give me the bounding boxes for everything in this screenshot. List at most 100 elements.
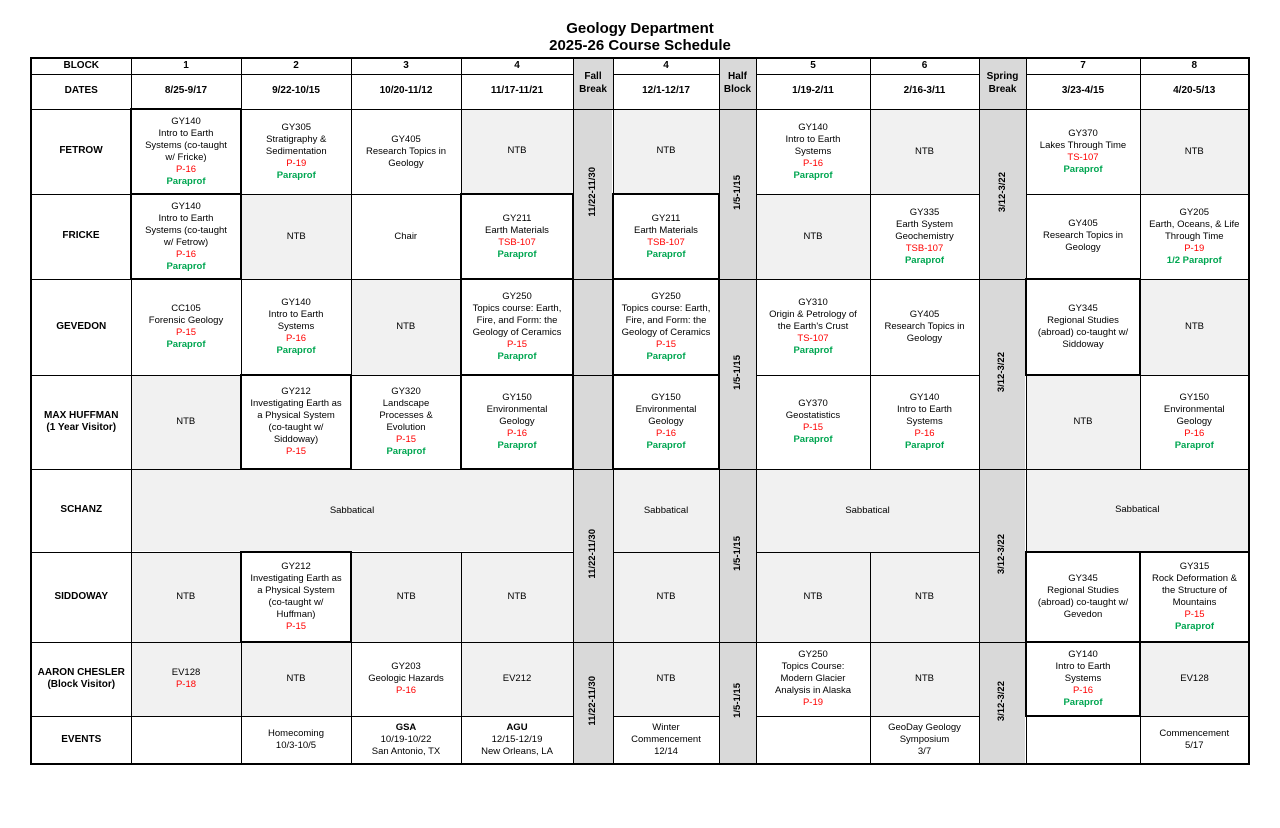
block-number-cell: 8 [1139, 57, 1250, 75]
schedule-cell: EV128 [1139, 641, 1250, 717]
fall-break-cell [572, 374, 614, 470]
block-number-cell: 6 [869, 57, 980, 75]
fall-break-cell: 11/22-11/30 [572, 468, 614, 643]
spring-break-cell: 3/12-3/22 [978, 641, 1027, 765]
half-block-cell: 1/5-1/15 [718, 278, 757, 470]
faculty-label: EVENTS [30, 715, 132, 765]
schedule-cell: GY305 Stratigraphy & Sedimentation P-19 Para… [240, 108, 352, 195]
break-date-label: 11/22-11/30 [587, 676, 599, 726]
faculty-label: MAX HUFFMAN (1 Year Visitor) [30, 374, 132, 470]
half-block-cell: 1/5-1/15 [718, 468, 757, 643]
schedule-cell [1025, 715, 1141, 765]
faculty-label: FRICKE [30, 193, 132, 280]
block-number-cell: 3 [350, 57, 462, 75]
schedule-cell: Sabbatical [130, 468, 574, 553]
schedule-cell: NTB [1025, 374, 1141, 470]
date-range-cell: 4/20-5/13 [1139, 73, 1250, 110]
schedule-table: BLOCK 1 2 3 4 Fall Break 4 Half Block 5 6 Spring Brea… [30, 57, 1250, 766]
schedule-cell: Winter Commencement 12/14 [612, 715, 720, 765]
schedule-cell: NTB [130, 551, 242, 643]
schedule-cell: NTB [350, 551, 462, 643]
schedule-cell: NTB [240, 641, 352, 717]
schedule-cell: NTB [612, 108, 720, 195]
date-range-cell: 12/1-12/17 [612, 73, 720, 110]
break-date-label: 11/22-11/30 [587, 528, 599, 579]
schedule-cell: NTB [612, 551, 720, 643]
faculty-label: AARON CHESLER (Block Visitor) [30, 641, 132, 717]
schedule-cell: NTB [460, 551, 574, 643]
date-range-cell: 8/25-9/17 [130, 73, 242, 110]
table-row: AARON CHESLER (Block Visitor) EV128 P-18 NTB… [30, 641, 1250, 765]
break-date-label: 1/5-1/15 [731, 354, 743, 390]
schedule-cell: NTB [1139, 278, 1250, 376]
break-date-label: 3/12-3/22 [996, 533, 1008, 574]
schedule-cell: Sabbatical [1025, 468, 1250, 553]
block-row-label: BLOCK [30, 57, 132, 75]
break-date-label: 1/5-1/15 [731, 174, 743, 210]
schedule-cell: GSA 10/19-10/22 San Antonio, TX [350, 715, 462, 765]
header-row: BLOCK 1 2 3 4 Fall Break 4 Half Block 5 6 Spring Brea… [30, 57, 1250, 110]
faculty-label: GEVEDON [30, 278, 132, 376]
schedule-cell: GY370 Geostatistics P-15 Paraprof [755, 374, 871, 470]
date-range-cell: 2/16-3/11 [869, 73, 980, 110]
spring-break-cell: 3/12-3/22 [978, 278, 1027, 470]
schedule-cell: GY250 Topics course: Earth, Fire, and Form… [612, 278, 720, 377]
schedule-cell: NTB [1139, 108, 1250, 195]
break-date-label: 3/12-3/22 [996, 172, 1008, 213]
table-row: FETROW GY140 Intro to Earth Systems (co-tau… [30, 108, 1250, 280]
table-row: MAX HUFFMAN (1 Year Visitor) NTB GY212 Inves… [30, 374, 1250, 471]
schedule-cell: GY335 Earth System Geochemistry TSB-107 Para… [869, 193, 980, 280]
schedule-cell: GY405 Research Topics in Geology [869, 278, 980, 376]
table-row: FRICKE GY140 Intro to Earth Systems (co-tau… [30, 193, 1250, 281]
fall-break-cell: 11/22-11/30 [572, 641, 614, 765]
schedule-cell: GY405 Research Topics in Geology [350, 108, 462, 195]
block-number-cell: 4 [612, 57, 720, 75]
schedule-cell: GY150 Environmental Geology P-16 Paraprof [1139, 374, 1250, 470]
schedule-cell: GY150 Environmental Geology P-16 Paraprof [460, 374, 574, 471]
fall-break-header: Fall Break [572, 57, 614, 110]
schedule-cell: GY250 Topics course: Earth, Fire, and Form… [460, 278, 574, 377]
fall-break-cell: 11/22-11/30 [572, 108, 614, 280]
table-row: GEVEDON CC105 Forensic Geology P-15 Paraprof… [30, 278, 1250, 470]
schedule-cell: Homecoming 10/3-10/5 [240, 715, 352, 765]
fall-break-cell [572, 278, 614, 376]
schedule-cell: CC105 Forensic Geology P-15 Paraprof [130, 278, 242, 376]
schedule-cell: GY345 Regional Studies (abroad) co-taught … [1025, 278, 1141, 377]
break-date-label: 1/5-1/15 [731, 683, 743, 719]
table-row: SCHANZ Sabbatical 11/22-11/30 Sabbatical 1/5… [30, 468, 1250, 643]
title-line-2: 2025-26 Course Schedule [549, 37, 731, 55]
date-range-cell: 9/22-10/15 [240, 73, 352, 110]
schedule-cell: NTB [869, 641, 980, 717]
schedule-cell [130, 715, 242, 765]
half-block-header: Half Block [718, 57, 757, 110]
date-range-cell: 11/17-11/21 [460, 73, 574, 110]
half-block-cell: 1/5-1/15 [718, 641, 757, 765]
table-row: EVENTS Homecoming 10/3-10/5 GSA 10/19-10/22 S… [30, 715, 1250, 765]
block-number-cell: 1 [130, 57, 242, 75]
schedule-cell: GY212 Investigating Earth as a Physical Sy… [240, 374, 352, 471]
header-row: DATES 8/25-9/17 9/22-10/15 10/20-11/12 11/17… [30, 73, 1250, 110]
schedule-cell: NTB [130, 374, 242, 470]
break-date-label: 3/12-3/22 [996, 352, 1008, 393]
block-number-cell: 2 [240, 57, 352, 75]
schedule-cell: GY140 Intro to Earth Systems P-16 Paraprof [755, 108, 871, 195]
schedule-cell: GY310 Origin & Petrology of the Earth's Cr… [755, 278, 871, 376]
spring-break-header: Spring Break [978, 57, 1027, 110]
schedule-cell: NTB [755, 193, 871, 280]
schedule-cell: GY203 Geologic Hazards P-16 [350, 641, 462, 717]
schedule-cell: GY320 Landscape Processes & Evolution P-15 Pa… [350, 374, 462, 470]
date-range-cell: 1/19-2/11 [755, 73, 871, 110]
schedule-cell: GY140 Intro to Earth Systems P-16 Paraprof [869, 374, 980, 470]
schedule-cell: GY211 Earth Materials TSB-107 Paraprof [460, 193, 574, 281]
spring-break-cell: 3/12-3/22 [978, 468, 1027, 643]
schedule-cell: GY250 Topics Course: Modern Glacier Analysi… [755, 641, 871, 717]
schedule-cell: NTB [350, 278, 462, 376]
faculty-label: FETROW [30, 108, 132, 195]
schedule-cell: Sabbatical [755, 468, 980, 553]
schedule-cell: GY205 Earth, Oceans, & Life Through Time P-… [1139, 193, 1250, 280]
schedule-cell: GY405 Research Topics in Geology [1025, 193, 1141, 280]
schedule-cell: NTB [869, 108, 980, 195]
schedule-cell: NTB [612, 641, 720, 717]
schedule-cell: NTB [869, 551, 980, 643]
break-date-label: 1/5-1/15 [731, 536, 743, 572]
